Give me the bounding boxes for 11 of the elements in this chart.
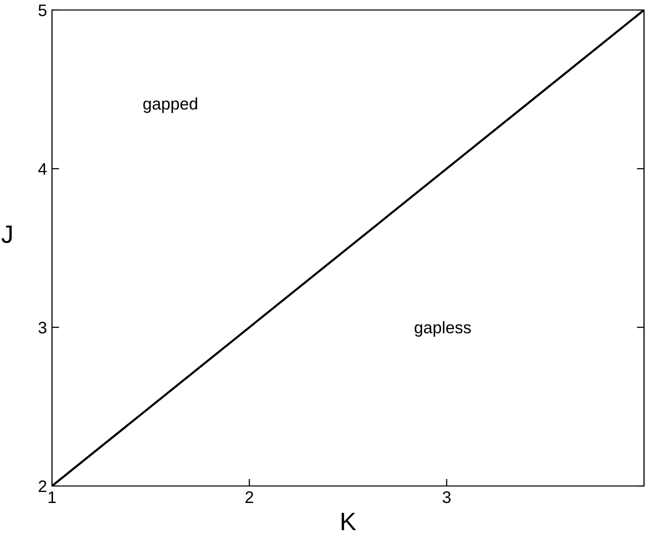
y-tick-label: 2 xyxy=(38,480,46,492)
annotation: gapped xyxy=(143,97,198,113)
x-tick-label: 2 xyxy=(246,491,254,503)
x-tick-label: 1 xyxy=(48,491,56,503)
x-axis-title: K xyxy=(342,512,356,530)
y-tick-label: 4 xyxy=(38,163,47,175)
y-axis-title: J xyxy=(1,226,12,244)
y-tick-label: 5 xyxy=(38,4,46,16)
x-tick-label: 3 xyxy=(442,491,451,504)
y-tick-label: 3 xyxy=(38,322,46,334)
annotation: gapless xyxy=(414,321,471,337)
